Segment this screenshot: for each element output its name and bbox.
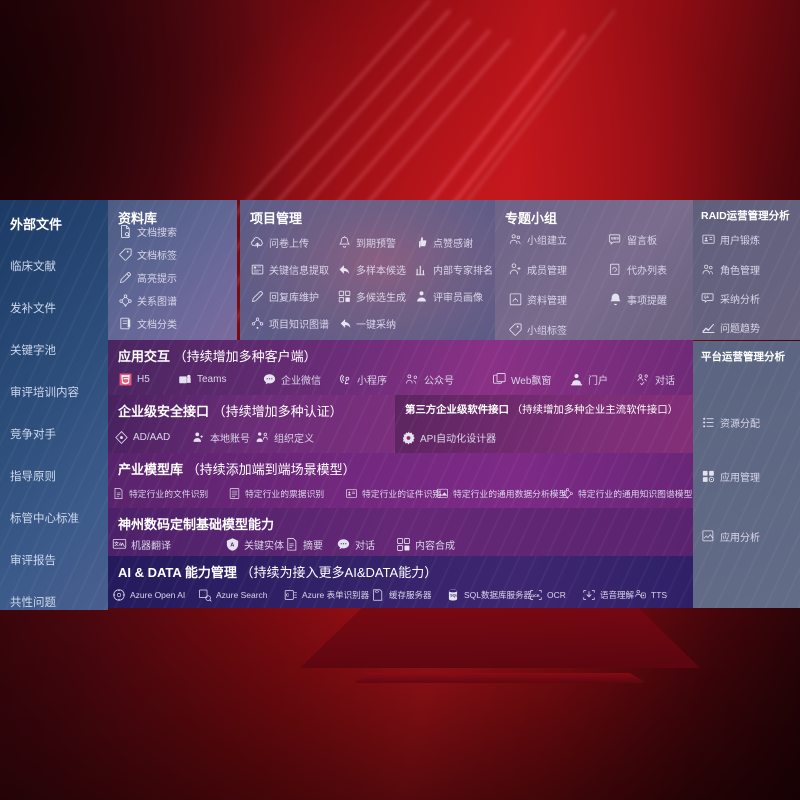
svg-text:OCR: OCR <box>531 594 539 598</box>
svg-text:C: C <box>286 592 290 597</box>
svg-text:文A: 文A <box>114 540 123 547</box>
svg-text:A: A <box>230 543 234 549</box>
svg-text:SQL: SQL <box>450 593 458 597</box>
svg-text:QA: QA <box>704 295 710 299</box>
svg-text:BBS: BBS <box>611 237 619 241</box>
